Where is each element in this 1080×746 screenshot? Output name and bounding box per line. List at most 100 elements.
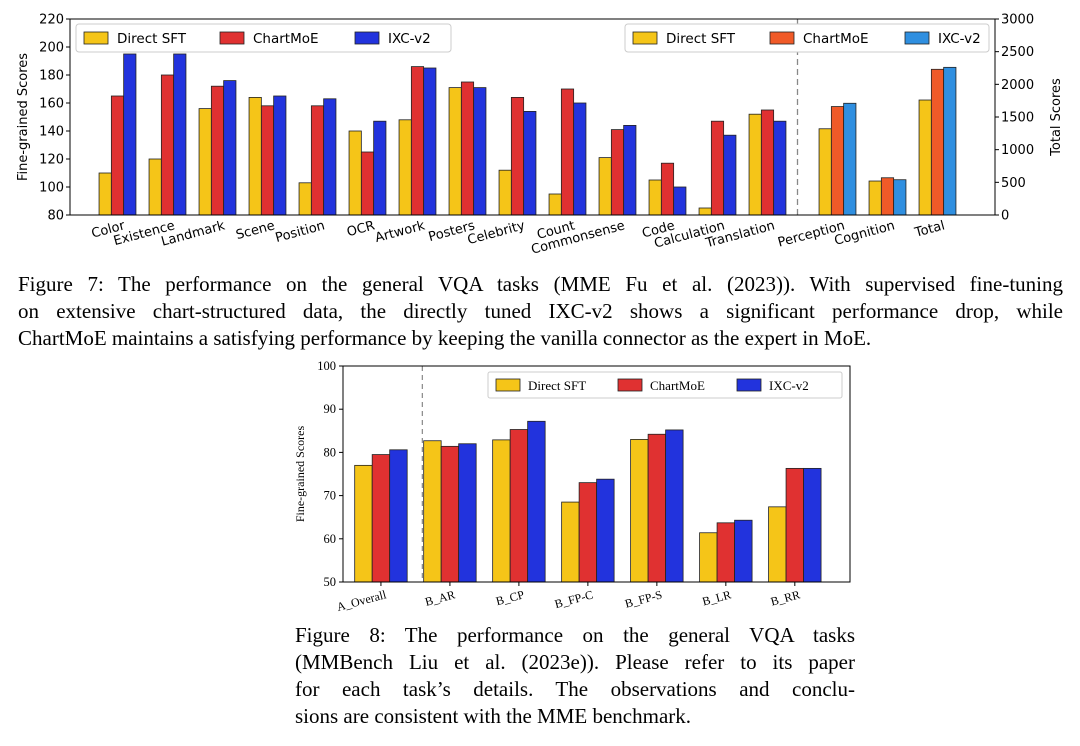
bar-direct-sft-b_lr (699, 532, 718, 583)
bar-ixc-v2-celebrity (523, 111, 537, 216)
figure-7-caption: Figure 7: The performance on the general… (18, 271, 1063, 352)
y-tick-label: 100 (317, 359, 336, 373)
bar-chartmoe-calculation (710, 120, 725, 216)
legend-label: IXC-v2 (938, 31, 981, 47)
bar-direct-sft-code (648, 179, 662, 216)
bar-ixc-v2-translation (773, 120, 787, 216)
y-right-tick-label: 500 (1001, 176, 1026, 191)
bar-total-chartmoe-cognition (880, 177, 895, 216)
bar-total-ixc-v2-total (943, 66, 957, 216)
bar-chartmoe-b_rr (785, 467, 804, 583)
bar-ixc-v2-b_lr (734, 519, 753, 583)
bar-chartmoe-b_fp-s (647, 433, 667, 583)
bar-direct-sft-commonsense (598, 157, 612, 216)
y-right-tick-label: 2000 (1001, 78, 1034, 93)
legend-swatch (617, 378, 643, 392)
figure-8-caption-line: (MMBench Liu et al. (2023e)). Please ref… (295, 650, 855, 674)
legend-label: ChartMoE (650, 378, 705, 393)
bar-total-direct-sft-perception (818, 128, 832, 216)
bar-chartmoe-b_lr (716, 522, 735, 583)
bar-direct-sft-b_fp-c (561, 501, 580, 583)
bar-ixc-v2-b_cp (527, 420, 546, 583)
y-tick-label: 160 (39, 97, 64, 112)
legend-swatch (736, 378, 762, 392)
bar-ixc-v2-b_ar (458, 443, 477, 583)
bar-direct-sft-existence (148, 158, 162, 216)
y-tick-label: 80 (47, 209, 64, 224)
legend-label: IXC-v2 (769, 378, 809, 393)
y-right-axis-label: Total Scores (1049, 78, 1064, 157)
legend-label: IXC-v2 (388, 31, 431, 47)
y-right-tick-label: 1500 (1001, 111, 1034, 126)
bar-chartmoe-celebrity (510, 97, 525, 216)
legend-swatch (219, 31, 245, 45)
legend-box (487, 371, 843, 399)
bar-chartmoe-scene (260, 105, 275, 216)
bar-total-chartmoe-perception (830, 106, 845, 216)
bar-direct-sft-b_fp-s (630, 439, 649, 583)
bar-direct-sft-b_cp (492, 439, 511, 583)
legend-label: Direct SFT (666, 31, 736, 47)
x-tick-label: B_AR (423, 587, 456, 608)
bar-chartmoe-artwork (410, 66, 425, 216)
bar-direct-sft-artwork (398, 119, 412, 216)
x-tick-label: Total (912, 218, 946, 241)
bar-total-ixc-v2-cognition (893, 179, 907, 216)
bar-total-ixc-v2-perception (843, 102, 857, 216)
bar-total-direct-sft-total (918, 99, 932, 216)
bar-ixc-v2-position (323, 98, 337, 216)
x-tick-label: OCR (345, 218, 376, 240)
x-tick-label: A_Overall (335, 587, 388, 614)
bar-chartmoe-landmark (210, 85, 225, 216)
y-tick-label: 80 (324, 445, 337, 459)
bar-ixc-v2-landmark (223, 80, 237, 216)
x-tick-label: Position (274, 218, 327, 246)
figure-8-caption: Figure 8: The performance on the general… (295, 622, 855, 730)
x-tick-label: Scene (234, 218, 276, 243)
bar-ixc-v2-b_fp-s (665, 429, 684, 583)
y-right-tick-label: 3000 (1001, 13, 1034, 28)
bar-direct-sft-color (98, 172, 112, 216)
legend-swatch (769, 31, 795, 45)
legend: Direct SFT ChartMoE IXC-v2 (487, 371, 843, 399)
x-tick-label: B_LR (701, 587, 733, 608)
figure-7-caption-line: on extensive chart-structured data, the … (18, 299, 1063, 323)
bar-chartmoe-translation (760, 109, 775, 216)
y-axis-label: Fine-grained Scores (293, 426, 307, 523)
bar-chartmoe-ocr (360, 151, 375, 216)
legend-swatch (354, 31, 380, 45)
y-right-tick-label: 0 (1001, 209, 1009, 224)
figure-8-caption-line: Figure 8: The performance on the general… (295, 623, 855, 647)
bar-chartmoe-b_fp-c (578, 482, 598, 583)
y-tick-label: 120 (39, 153, 64, 168)
bar-chartmoe-code (660, 162, 675, 216)
y-axis-label: Fine-grained Scores (16, 53, 31, 181)
legend-box (624, 23, 990, 53)
bar-ixc-v2-b_rr (803, 467, 822, 583)
bar-chartmoe-count (560, 88, 575, 216)
legend-label: Direct SFT (528, 378, 586, 393)
bar-ixc-v2-commonsense (623, 125, 637, 216)
bar-ixc-v2-scene (273, 95, 287, 216)
legend-swatch (83, 31, 109, 45)
y-tick-label: 100 (39, 181, 64, 196)
bar-ixc-v2-count (573, 102, 587, 216)
legend-swatch (904, 31, 930, 45)
bar-chartmoe-color (110, 95, 125, 216)
x-tick-label: Celebrity (466, 218, 527, 248)
bar-direct-sft-a_overall (354, 464, 373, 583)
x-tick-label: B_FP-C (553, 587, 595, 611)
legend-swatch (632, 31, 658, 45)
y-tick-label: 70 (324, 489, 337, 503)
y-tick-label: 220 (39, 13, 64, 28)
legend-label: ChartMoE (803, 31, 869, 47)
bar-ixc-v2-ocr (373, 120, 387, 216)
bar-direct-sft-posters (448, 87, 462, 216)
legend-left: Direct SFT ChartMoE IXC-v2 (75, 23, 452, 53)
bar-direct-sft-b_rr (768, 506, 787, 583)
y-tick-label: 60 (324, 532, 337, 546)
legend-swatch (495, 378, 521, 392)
bar-total-direct-sft-cognition (868, 180, 882, 216)
y-tick-label: 50 (324, 575, 337, 589)
bar-direct-sft-b_ar (423, 440, 442, 583)
